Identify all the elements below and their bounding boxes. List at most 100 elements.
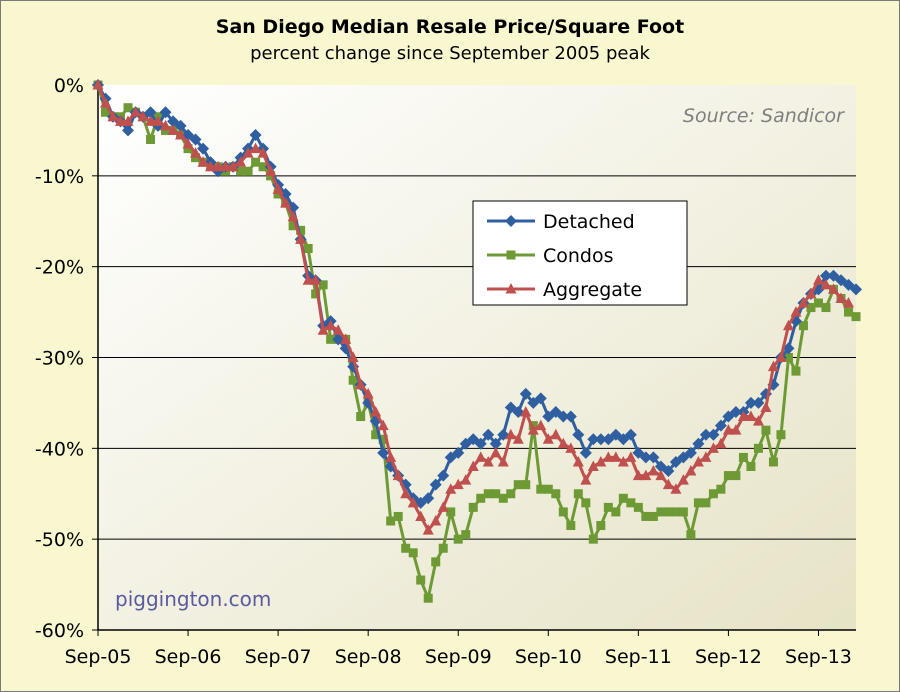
data-point-aggregate [220,160,232,172]
data-point-aggregate [775,351,787,362]
data-point-aggregate [430,515,442,526]
data-point-condos [468,502,478,512]
data-point-aggregate [790,306,802,317]
data-point-aggregate [332,324,344,335]
data-point-condos [701,498,711,508]
data-point-condos [723,471,733,481]
data-point-detached [609,428,622,441]
data-point-condos [521,480,531,490]
data-point-aggregate [557,437,569,449]
data-point-aggregate [385,451,397,462]
data-point-condos [708,489,718,499]
data-point-detached [377,446,390,459]
data-point-aggregate [475,451,487,462]
data-point-aggregate [490,446,502,458]
data-point-condos [671,507,681,517]
data-point-detached [602,433,615,446]
x-tick-label: Sep-05 [65,646,132,668]
y-tick-label: -50% [35,529,84,551]
data-point-aggregate [550,428,562,440]
data-point-condos [356,412,366,422]
data-point-aggregate [130,106,142,117]
data-point-detached [459,437,472,450]
data-point-aggregate [617,455,629,467]
data-point-aggregate [400,487,412,499]
data-point-aggregate [152,115,164,126]
data-point-detached [197,142,210,155]
data-point-aggregate [535,419,547,431]
data-point-detached [437,469,450,482]
data-point-aggregate [610,451,622,462]
data-point-condos [296,225,306,235]
data-point-aggregate [595,455,607,467]
data-point-detached [452,446,465,459]
data-point-aggregate [497,455,509,467]
data-point-aggregate [415,510,427,521]
data-point-condos [776,430,786,440]
data-point-condos [491,489,501,499]
data-point-aggregate [842,297,854,308]
data-point-detached [249,128,262,141]
data-point-condos [303,244,313,253]
data-point-aggregate [265,165,277,176]
data-point-condos [611,507,621,517]
data-point-aggregate [805,287,817,299]
data-point-condos [843,307,853,317]
data-point-condos [648,511,658,521]
data-point-condos [311,289,321,299]
data-point-condos [288,221,298,231]
data-point-aggregate [242,147,254,158]
data-point-aggregate [182,138,194,149]
data-point-condos [656,507,666,517]
data-point-aggregate [812,274,824,285]
data-point-aggregate [107,110,119,122]
data-point-detached [549,406,562,418]
data-point-aggregate [227,160,239,172]
data-point-detached [714,419,727,432]
x-tick-label: Sep-06 [155,646,222,668]
y-tick-label: -10% [35,166,84,188]
data-point-detached [729,406,742,418]
watermark: piggington.com [115,587,271,611]
data-point-aggregate [310,274,322,285]
data-point-detached [557,410,570,423]
data-point-aggregate [370,406,382,417]
data-point-aggregate [437,501,449,512]
data-point-condos [243,166,253,176]
x-tick-label: Sep-12 [695,646,762,668]
legend-label-detached: Detached [543,211,635,233]
data-point-condos [348,375,358,385]
data-point-condos [453,534,463,544]
data-point-detached [122,124,135,137]
data-point-condos [408,548,418,558]
data-point-detached [722,410,735,423]
data-point-condos [378,434,388,444]
data-point-aggregate [677,474,689,485]
data-point-condos [371,430,381,440]
chart-title: San Diego Median Resale Price/Square Foo… [216,16,684,38]
data-point-aggregate [407,496,419,508]
data-point-detached [662,465,675,478]
data-point-detached [519,387,532,400]
data-point-condos [738,452,748,462]
data-point-condos [506,489,516,499]
data-point-aggregate [737,410,749,422]
data-point-aggregate [122,115,134,126]
y-tick-label: -30% [35,348,84,370]
y-tick-label: -60% [35,620,84,642]
data-point-detached [684,446,697,459]
data-point-detached [587,433,600,446]
chart-subtitle: percent change since September 2005 peak [250,43,650,64]
data-point-aggregate [160,119,172,131]
data-point-aggregate [445,483,457,494]
data-point-condos [813,298,823,308]
data-point-aggregate [280,197,292,208]
data-point-detached [542,410,555,423]
data-point-condos [161,125,171,135]
data-point-aggregate [137,110,149,122]
data-point-condos [431,557,441,567]
data-point-aggregate [752,415,764,426]
data-point-condos [123,103,133,113]
data-point-detached [639,451,652,464]
